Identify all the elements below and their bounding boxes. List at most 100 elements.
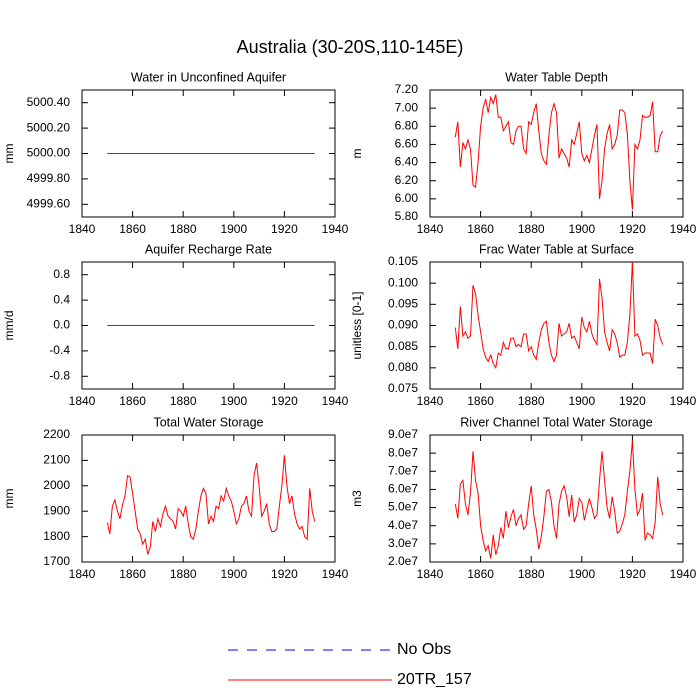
y-axis-label: mm xyxy=(2,489,16,509)
x-tick-label: 1880 xyxy=(170,394,197,408)
y-tick-label: 2000 xyxy=(43,478,70,492)
x-tick-label: 1900 xyxy=(220,394,247,408)
data-line xyxy=(106,455,316,555)
x-tick-label: 1940 xyxy=(322,394,349,408)
x-tick-label: 1920 xyxy=(619,394,646,408)
data-line xyxy=(454,261,664,370)
y-tick-label: 6.20 xyxy=(395,173,419,187)
x-tick-label: 1940 xyxy=(670,567,697,581)
x-tick-label: 1940 xyxy=(670,222,697,236)
x-tick-label: 1860 xyxy=(119,222,146,236)
x-tick-label: 1880 xyxy=(518,394,545,408)
panel: Aquifer Recharge Rate mm/d -0.8 -0.4 0.0 0.4 0… xyxy=(2,242,348,408)
y-tick-label: 8.0e7 xyxy=(388,445,418,459)
x-tick-label: 1880 xyxy=(518,567,545,581)
y-tick-label: 5000.20 xyxy=(27,120,71,134)
y-tick-label: 3.0e7 xyxy=(388,536,418,550)
y-tick-label: 2.0e7 xyxy=(388,554,418,568)
x-tick-label: 1860 xyxy=(467,222,494,236)
y-tick-label: 0.105 xyxy=(388,254,418,268)
y-tick-label: 0.075 xyxy=(388,381,418,395)
legend-label: No Obs xyxy=(397,641,451,658)
x-tick-label: 1920 xyxy=(619,222,646,236)
x-tick-label: 1880 xyxy=(170,567,197,581)
y-tick-label: 5.0e7 xyxy=(388,500,418,514)
panel-title: Total Water Storage xyxy=(153,415,263,429)
y-tick-label: 1900 xyxy=(43,503,70,517)
y-tick-label: 0.4 xyxy=(53,292,70,306)
x-tick-label: 1840 xyxy=(69,567,96,581)
y-axis-label: mm/d xyxy=(2,311,16,341)
y-tick-label: 0.100 xyxy=(388,275,418,289)
y-tick-label: 4999.80 xyxy=(27,171,71,185)
x-tick-label: 1840 xyxy=(69,394,96,408)
y-tick-label: 0.085 xyxy=(388,339,418,353)
panel: Total Water Storage mm 1700 1800 1900 2000 210… xyxy=(2,415,348,581)
panel: Water Table Depth m 5.80 6.00 6.20 6.40 6.60 6.… xyxy=(350,70,696,236)
y-tick-label: 6.40 xyxy=(395,155,419,169)
y-tick-label: 6.0e7 xyxy=(388,482,418,496)
y-tick-label: 7.20 xyxy=(395,82,419,96)
panel: River Channel Total Water Storage m3 2.0e7… xyxy=(350,415,696,581)
y-tick-label: 0.095 xyxy=(388,297,418,311)
data-line xyxy=(454,94,664,210)
y-tick-label: -0.4 xyxy=(49,343,70,357)
panel-title: River Channel Total Water Storage xyxy=(460,415,653,429)
y-axis-label: unitless [0-1] xyxy=(350,291,364,359)
x-tick-label: 1860 xyxy=(119,567,146,581)
x-tick-label: 1900 xyxy=(220,567,247,581)
y-tick-label: 7.0e7 xyxy=(388,463,418,477)
x-tick-label: 1840 xyxy=(417,394,444,408)
x-tick-label: 1840 xyxy=(417,222,444,236)
x-tick-label: 1900 xyxy=(568,394,595,408)
panel-title: Frac Water Table at Surface xyxy=(479,242,634,256)
plot-frame xyxy=(429,434,684,563)
y-tick-label: 1800 xyxy=(43,529,70,543)
x-tick-label: 1940 xyxy=(322,222,349,236)
x-tick-label: 1900 xyxy=(568,222,595,236)
y-tick-label: 0.0 xyxy=(53,318,70,332)
figure-title: Australia (30-20S,110-145E) xyxy=(237,37,464,57)
y-tick-label: 6.60 xyxy=(395,137,419,151)
panel: Water in Unconfined Aquifer mm 4999.60 4999… xyxy=(2,70,348,236)
y-tick-label: 9.0e7 xyxy=(388,427,418,441)
y-tick-label: 7.00 xyxy=(395,100,419,114)
panel: Frac Water Table at Surface unitless [0-1… xyxy=(350,242,696,408)
y-tick-label: 2100 xyxy=(43,453,70,467)
x-tick-label: 1840 xyxy=(417,567,444,581)
x-tick-label: 1940 xyxy=(670,394,697,408)
x-tick-label: 1940 xyxy=(322,567,349,581)
x-tick-label: 1920 xyxy=(619,567,646,581)
plot-frame xyxy=(429,89,684,218)
x-tick-label: 1900 xyxy=(220,222,247,236)
x-tick-label: 1920 xyxy=(271,222,298,236)
y-tick-label: 2200 xyxy=(43,427,70,441)
y-tick-label: -0.8 xyxy=(49,368,70,382)
x-tick-label: 1900 xyxy=(568,567,595,581)
x-tick-label: 1880 xyxy=(170,222,197,236)
plot-frame xyxy=(429,261,684,390)
x-tick-label: 1860 xyxy=(467,394,494,408)
x-tick-label: 1840 xyxy=(69,222,96,236)
y-axis-label: m xyxy=(350,149,364,159)
y-tick-label: 5000.00 xyxy=(27,146,71,160)
y-tick-label: 6.80 xyxy=(395,118,419,132)
panel-title: Water Table Depth xyxy=(505,70,608,84)
y-tick-label: 4.0e7 xyxy=(388,518,418,532)
panel-title: Water in Unconfined Aquifer xyxy=(131,70,286,84)
y-tick-label: 0.090 xyxy=(388,318,418,332)
y-tick-label: 5000.40 xyxy=(27,95,71,109)
x-tick-label: 1920 xyxy=(271,567,298,581)
y-tick-label: 0.8 xyxy=(53,267,70,281)
plot-frame xyxy=(81,434,336,563)
y-tick-label: 6.00 xyxy=(395,191,419,205)
y-axis-label: mm xyxy=(2,144,16,164)
x-tick-label: 1860 xyxy=(467,567,494,581)
x-tick-label: 1920 xyxy=(271,394,298,408)
y-tick-label: 1700 xyxy=(43,554,70,568)
legend-label: 20TR_157 xyxy=(397,671,472,688)
x-tick-label: 1860 xyxy=(119,394,146,408)
y-tick-label: 0.080 xyxy=(388,360,418,374)
y-tick-label: 5.80 xyxy=(395,209,419,223)
